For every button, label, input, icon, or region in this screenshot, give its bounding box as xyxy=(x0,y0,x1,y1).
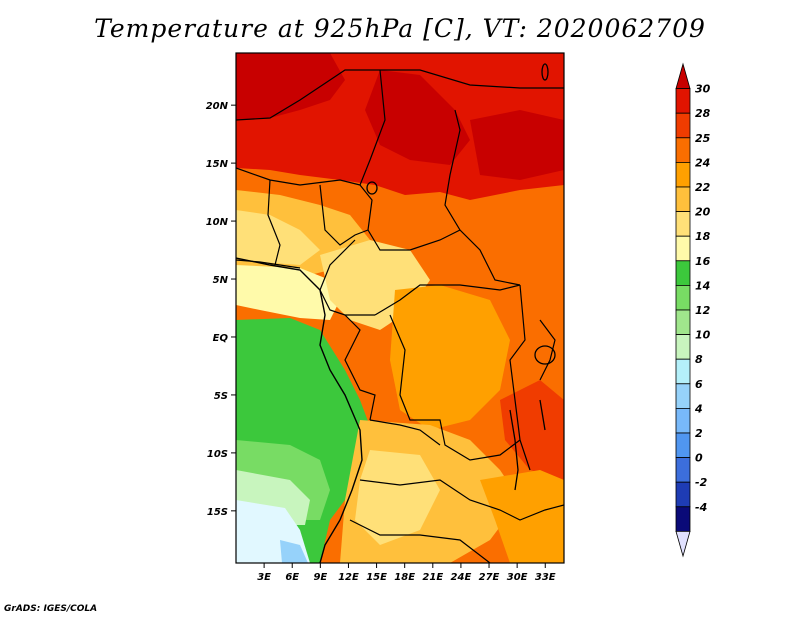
lon-label: 24E xyxy=(451,572,472,583)
colorbar-label: 10 xyxy=(695,329,711,342)
lake-victoria xyxy=(534,345,556,365)
map-frame xyxy=(235,52,565,564)
latitude-axis: 20N 15N 10N 5N EQ 5S 10S 15S xyxy=(206,101,236,518)
colorbar-swatch xyxy=(675,137,691,163)
colorbar-swatch xyxy=(675,88,691,114)
colorbar-swatch xyxy=(675,161,691,188)
lake-chad xyxy=(366,181,378,195)
lat-label: 15S xyxy=(207,507,228,518)
grads-credit: GrADS: IGES/COLA xyxy=(4,604,98,614)
colorbar-swatch xyxy=(675,260,691,286)
colorbar-label: 25 xyxy=(695,132,711,145)
colorbar-swatch xyxy=(675,358,691,385)
colorbar-label: 2 xyxy=(695,427,703,440)
colorbar-swatch xyxy=(675,531,691,558)
colorbar-swatch xyxy=(675,481,691,508)
colorbar-label: -4 xyxy=(695,501,707,514)
colorbar-swatch xyxy=(675,309,691,336)
colorbar-label: 22 xyxy=(695,181,711,194)
lat-label: 10N xyxy=(206,217,229,228)
colorbar-label: -2 xyxy=(695,476,708,489)
colorbar-label: 8 xyxy=(695,353,703,366)
colorbar-label: 20 xyxy=(695,206,711,219)
lake-malawi xyxy=(539,399,546,431)
field-region-20 xyxy=(236,210,320,265)
field-region-24-southeast xyxy=(480,470,564,563)
colorbar-swatch xyxy=(675,407,691,434)
colorbar-swatch xyxy=(675,457,691,483)
lat-label: 20N xyxy=(206,101,229,112)
lat-label: 10S xyxy=(207,449,228,460)
colorbar-label: 0 xyxy=(695,452,703,465)
colorbar-label: 12 xyxy=(695,304,711,317)
field-region-24 xyxy=(390,285,510,430)
colorbar-swatch xyxy=(675,506,691,532)
lon-label: 9E xyxy=(313,572,327,583)
colorbar-label: 18 xyxy=(695,230,711,243)
colorbar-label: 24 xyxy=(695,156,710,169)
atlantic-coastline xyxy=(236,257,363,563)
lat-label: 5S xyxy=(214,391,228,402)
colorbar-label: 30 xyxy=(695,83,711,96)
colorbar-label: 4 xyxy=(694,402,703,415)
lat-label: 15N xyxy=(206,159,229,170)
colorbar-swatch xyxy=(675,211,691,237)
colorbar-label: 6 xyxy=(695,378,703,391)
field-region-30-west xyxy=(236,53,345,120)
field-region-18 xyxy=(236,265,340,320)
lon-label: 3E xyxy=(257,572,271,583)
lon-label: 21E xyxy=(422,572,443,583)
colorbar-label: 16 xyxy=(695,255,711,268)
lake-nasser xyxy=(541,63,549,81)
field-region-8 xyxy=(280,540,308,563)
longitude-axis: 3E 6E 9E 12E 15E 18E 21E 24E 27E 30E 33E xyxy=(257,563,556,583)
lon-label: 18E xyxy=(394,572,415,583)
lake-tanganyika xyxy=(509,409,519,491)
field-region-30-chad xyxy=(365,70,470,165)
lon-label: 6E xyxy=(285,572,299,583)
colorbar-swatch xyxy=(675,432,691,459)
field-region-30-sudan xyxy=(470,110,564,180)
field-region-20-south xyxy=(355,450,440,545)
colorbar-swatch xyxy=(675,383,691,409)
map-title: Temperature at 925hPa [C], VT: 202006270… xyxy=(94,14,706,43)
colorbar-swatch xyxy=(675,235,691,262)
colorbar-swatch xyxy=(675,284,691,311)
colorbar-swatch xyxy=(675,186,691,213)
lon-label: 27E xyxy=(479,572,500,583)
lon-label: 33E xyxy=(535,572,556,583)
lon-label: 15E xyxy=(366,572,387,583)
country-borders xyxy=(236,69,564,563)
lon-label: 30E xyxy=(507,572,528,583)
lon-label: 12E xyxy=(338,572,359,583)
temperature-field xyxy=(236,53,564,563)
lat-label: EQ xyxy=(213,333,229,344)
colorbar-label: 28 xyxy=(695,107,711,120)
colorbar-swatch xyxy=(675,62,691,89)
colorbar-swatch xyxy=(675,334,691,360)
lat-label: 5N xyxy=(213,275,229,286)
colorbar-label: 14 xyxy=(695,279,710,292)
colorbar-swatch xyxy=(675,112,691,139)
lakes xyxy=(366,63,556,491)
